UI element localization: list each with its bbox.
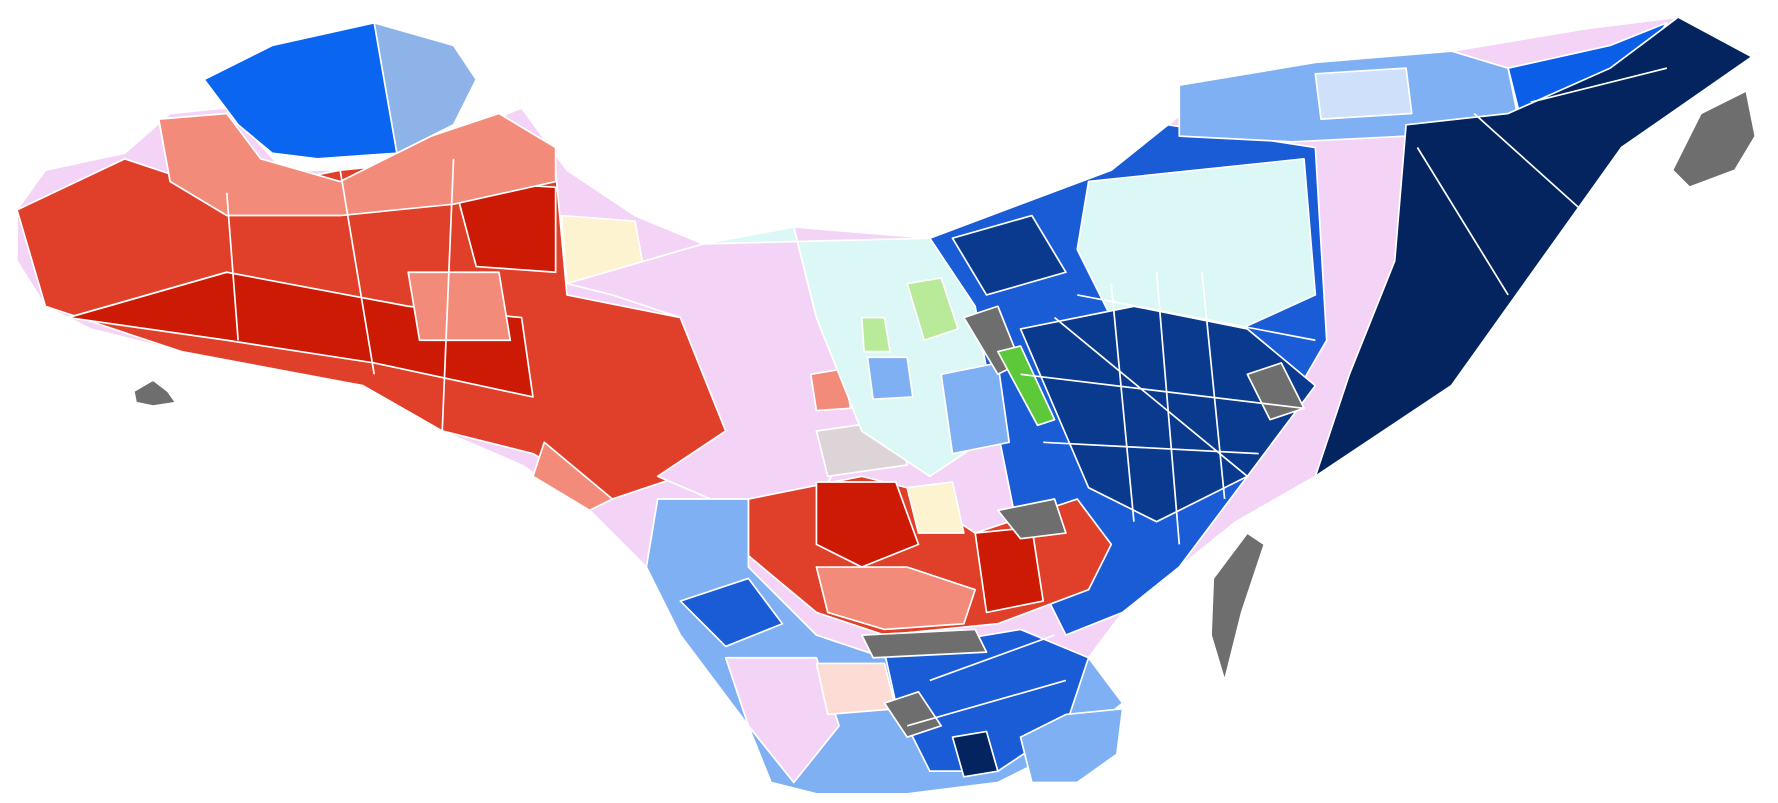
district-dark-red: [815, 481, 920, 568]
district-dark-red: [67, 271, 534, 398]
island-east-grey: [1671, 89, 1757, 189]
district-peach: [815, 662, 897, 716]
district-green: [997, 345, 1056, 427]
district-dark-navy: [951, 730, 999, 778]
district-blue: [679, 577, 784, 648]
district-salmon: [407, 271, 512, 342]
district-light-blue: [940, 362, 1011, 455]
district-pale-blue: [1314, 67, 1413, 121]
island-south-blue: [1019, 707, 1124, 784]
island-small-grey: [132, 379, 177, 407]
district-light-blue: [866, 356, 914, 401]
district-navy: [951, 214, 1067, 296]
district-light-green: [860, 316, 891, 353]
district-light-green: [906, 277, 960, 342]
district-dark-navy: [1314, 16, 1753, 478]
district-grey: [883, 690, 943, 738]
district-grey: [860, 628, 988, 659]
district-dark-red: [974, 526, 1045, 614]
district-salmon: [815, 566, 977, 631]
parcel-lines: [67, 67, 1668, 727]
district-cream: [906, 481, 965, 534]
district-salmon: [157, 112, 557, 217]
district-pink: [724, 656, 840, 784]
island-nuns: [1210, 532, 1266, 682]
district-light-blue: [373, 21, 478, 155]
district-grey: [997, 498, 1067, 540]
district-salmon: [532, 441, 614, 512]
